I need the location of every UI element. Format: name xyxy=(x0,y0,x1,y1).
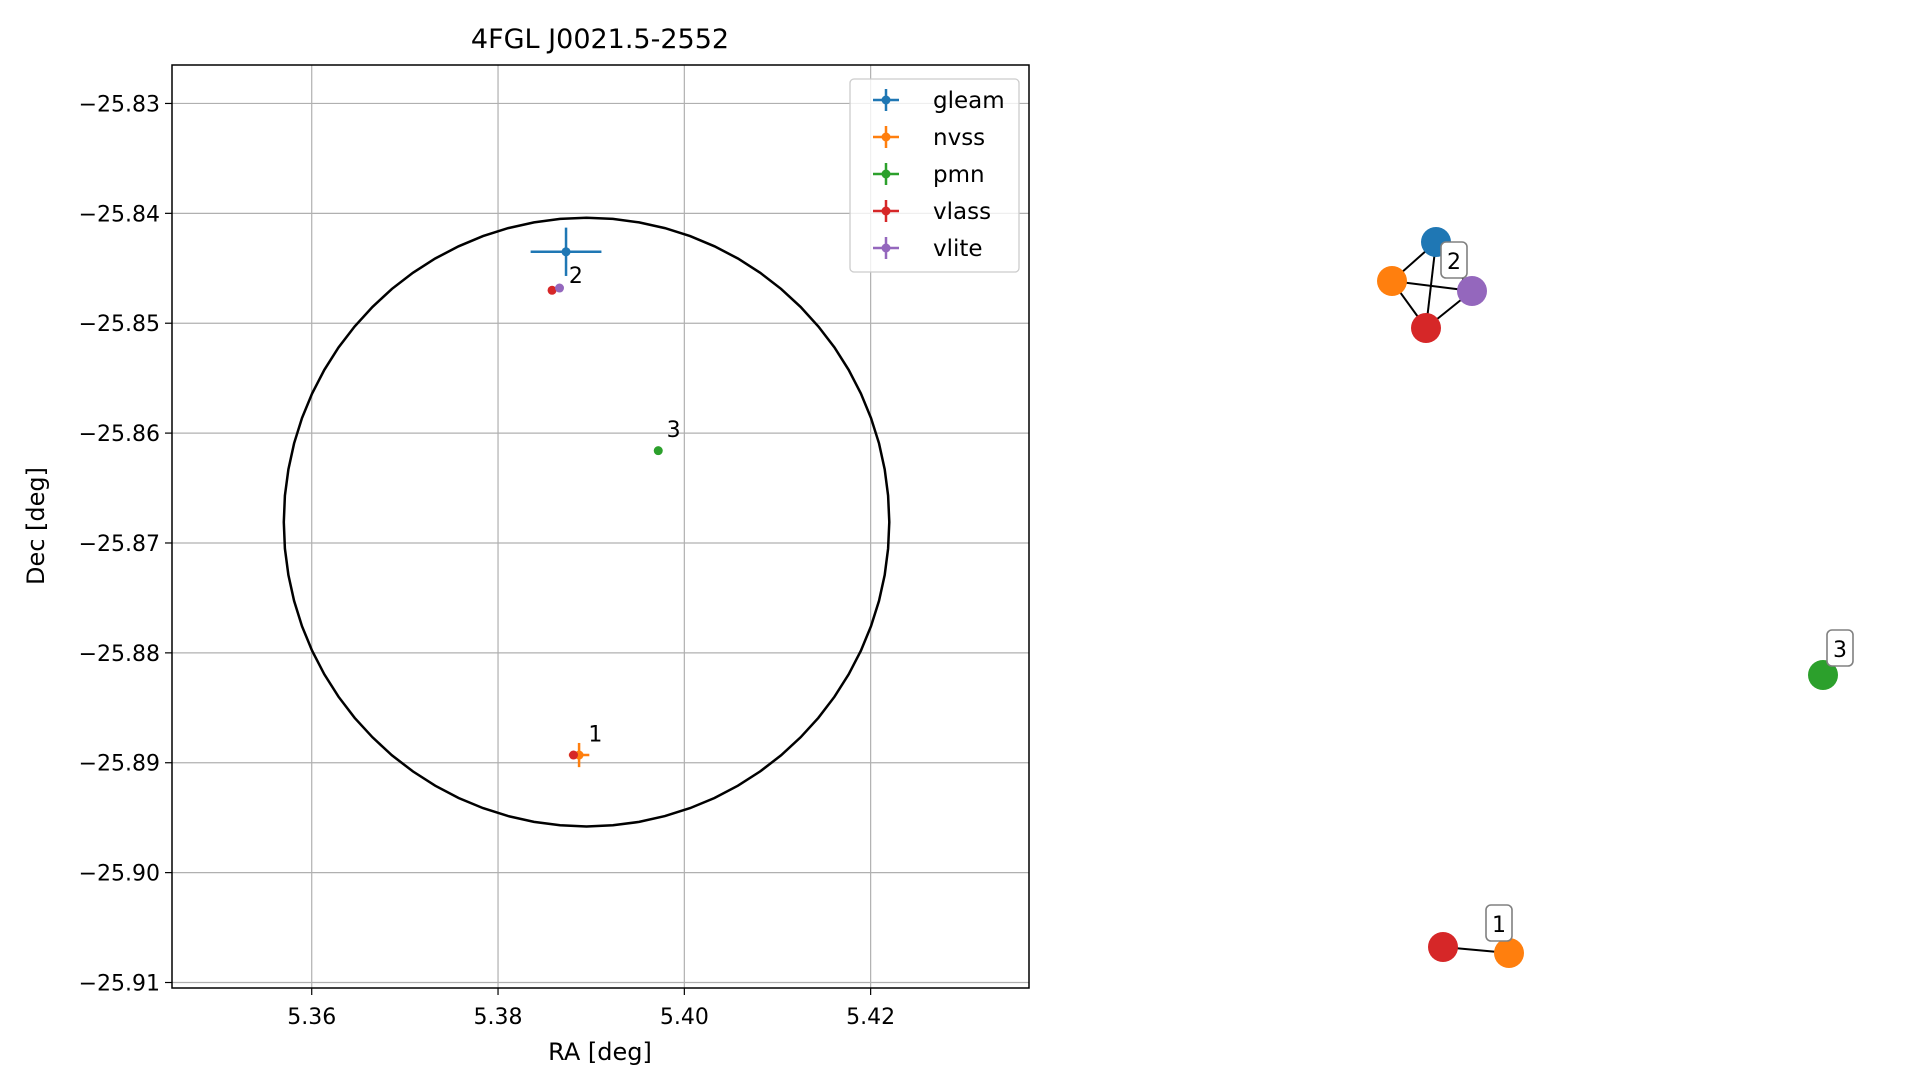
network-graph: 2 3 1 xyxy=(1377,227,1854,968)
legend-marker xyxy=(881,169,891,179)
legend-entry-gleam: gleam xyxy=(873,88,1005,114)
point-vlite xyxy=(555,283,565,293)
legend-entry-nvss: nvss xyxy=(873,125,985,151)
edge-layer xyxy=(1391,241,1510,954)
annotation-layer: 2 3 1 xyxy=(569,264,681,747)
y-tick-label: −25.88 xyxy=(79,642,160,667)
data-marker xyxy=(568,750,578,760)
y-tick-label: −25.83 xyxy=(79,92,160,117)
data-marker xyxy=(547,285,557,295)
cluster-label: 2 xyxy=(1440,241,1468,279)
x-tick-label: 5.36 xyxy=(287,1005,336,1030)
data-marker xyxy=(555,283,565,293)
chart-title: 4FGL J0021.5-2552 xyxy=(471,24,729,55)
cluster-label: 3 xyxy=(1826,629,1854,667)
legend-label: vlite xyxy=(933,236,983,262)
y-tick-label: −25.90 xyxy=(79,862,160,887)
graph-node-vlass xyxy=(1428,932,1458,962)
legend-label: pmn xyxy=(933,162,985,188)
data-marker xyxy=(653,446,663,456)
scatter-plot: 4FGL J0021.5-2552 2 3 1 5.36 5.38 5.40 5.42 −… xyxy=(22,24,1030,1066)
legend-label: vlass xyxy=(933,199,991,225)
node-layer xyxy=(1377,227,1838,968)
legend-label: nvss xyxy=(933,125,985,151)
y-tick-label: −25.85 xyxy=(79,312,160,337)
legend-box xyxy=(849,78,1020,273)
error-ellipse-layer xyxy=(282,216,891,828)
axes-frame xyxy=(171,64,1030,989)
cluster-label-box xyxy=(1826,629,1854,667)
legend-marker xyxy=(881,206,891,216)
legend-entry-vlass: vlass xyxy=(873,199,991,225)
y-tick-label: −25.84 xyxy=(79,202,160,227)
point-vlass xyxy=(547,285,557,295)
graph-node-vlass xyxy=(1411,313,1441,343)
graph-node-vlite xyxy=(1457,276,1487,306)
cluster-annotation: 3 xyxy=(667,418,681,443)
x-tick-label: 5.38 xyxy=(474,1005,523,1030)
x-axis-ticks: 5.36 5.38 5.40 5.42 xyxy=(287,988,895,1030)
points-layer xyxy=(530,227,663,768)
legend-marker xyxy=(881,132,891,142)
x-tick-label: 5.40 xyxy=(660,1005,709,1030)
graph-node-nvss xyxy=(1494,938,1524,968)
point-gleam xyxy=(530,227,602,276)
legend-marker xyxy=(881,243,891,253)
legend: gleam nvss pmn vlass vlite xyxy=(849,78,1020,273)
legend-entry-vlite: vlite xyxy=(873,236,983,262)
point-vlass xyxy=(568,750,578,760)
graph-node-pmn xyxy=(1808,660,1838,690)
cluster-label-text: 2 xyxy=(1447,250,1461,275)
legend-label: gleam xyxy=(933,88,1005,114)
data-marker xyxy=(561,247,571,257)
cluster-label-box xyxy=(1440,241,1468,279)
legend-entry-pmn: pmn xyxy=(873,162,985,188)
y-axis-label: Dec [deg] xyxy=(22,467,50,585)
graph-node-nvss xyxy=(1377,266,1407,296)
cluster-annotation: 2 xyxy=(569,264,583,289)
cluster-label: 1 xyxy=(1485,904,1513,942)
x-axis-label: RA [deg] xyxy=(548,1038,652,1066)
y-tick-label: −25.91 xyxy=(79,972,160,997)
legend-items: gleam nvss pmn vlass vlite xyxy=(873,88,1005,262)
cluster-label-layer: 2 3 1 xyxy=(1440,241,1854,942)
cluster-label-text: 1 xyxy=(1492,913,1506,938)
localization-ellipse xyxy=(282,216,891,828)
cluster-label-box xyxy=(1485,904,1513,942)
y-tick-label: −25.86 xyxy=(79,422,160,447)
y-tick-label: −25.89 xyxy=(79,752,160,777)
legend-marker xyxy=(881,95,891,105)
cluster-annotation: 1 xyxy=(588,722,602,747)
y-axis-ticks: −25.83 −25.84 −25.85 −25.86 −25.87 −25.88 −25.… xyxy=(79,92,172,997)
grid-layer xyxy=(172,65,1029,988)
point-pmn xyxy=(653,446,663,456)
cluster-label-text: 3 xyxy=(1833,638,1847,663)
x-tick-label: 5.42 xyxy=(846,1005,895,1030)
y-tick-label: −25.87 xyxy=(79,532,160,557)
